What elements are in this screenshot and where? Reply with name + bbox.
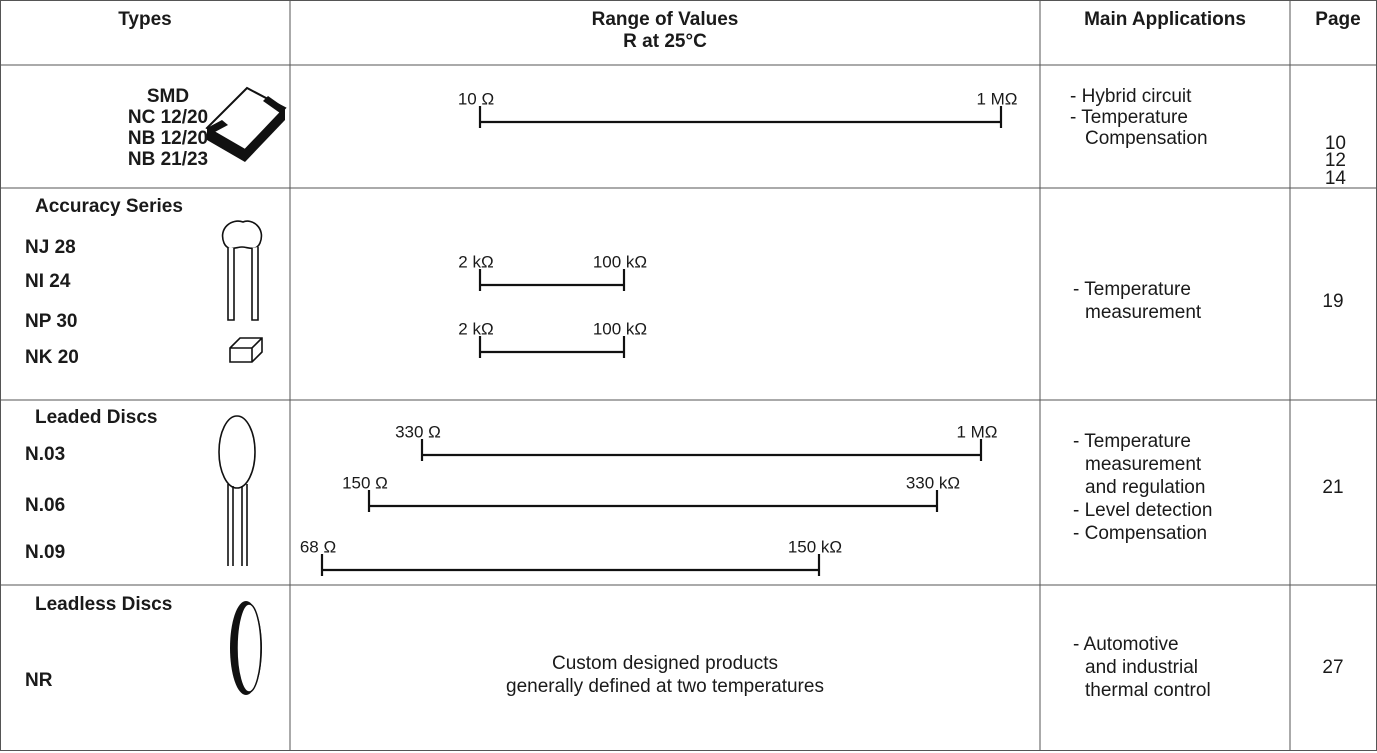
application: measurement — [1085, 302, 1202, 323]
type-name: NI 24 — [25, 271, 71, 292]
application: Compensation — [1085, 128, 1208, 149]
note: generally defined at two temperatures — [506, 676, 824, 697]
application: and industrial — [1085, 657, 1198, 678]
range-min: 10 Ω — [458, 89, 494, 108]
page-number: 12 — [1325, 150, 1346, 171]
application: and regulation — [1085, 477, 1205, 498]
type-name: N.09 — [25, 542, 65, 563]
application: thermal control — [1085, 680, 1211, 701]
application: - Temperature — [1070, 107, 1188, 128]
range-max: 330 kΩ — [906, 473, 960, 492]
leadless-disc-icon — [230, 601, 262, 695]
range-max: 150 kΩ — [788, 537, 842, 556]
type-name: NC 12/20 — [128, 107, 208, 128]
application: - Temperature — [1073, 431, 1191, 452]
range-bars: 10 Ω 1 MΩ 2 kΩ 100 kΩ 2 kΩ 100 kΩ 330 Ω 1 MΩ 150… — [300, 89, 1018, 576]
type-name: N.06 — [25, 495, 65, 516]
range-max: 100 kΩ — [593, 252, 647, 271]
type-name: NR — [25, 670, 53, 691]
type-name: SMD — [147, 86, 189, 107]
range-min: 68 Ω — [300, 537, 336, 556]
page-number: 21 — [1322, 477, 1343, 498]
application: - Automotive — [1073, 634, 1179, 655]
header-cell: Page — [1315, 9, 1360, 30]
range-max: 1 MΩ — [976, 89, 1017, 108]
application: - Temperature — [1073, 279, 1191, 300]
type-name: NJ 28 — [25, 237, 76, 258]
header-cell: Types — [118, 9, 172, 30]
disc-icon — [218, 415, 256, 566]
smd-icon — [205, 86, 287, 162]
range-min: 330 Ω — [395, 422, 441, 441]
page-number: 27 — [1322, 657, 1343, 678]
range-min: 2 kΩ — [458, 252, 493, 271]
group-name: Leadless Discs — [35, 594, 172, 615]
page-number: 19 — [1322, 291, 1343, 312]
range-max: 1 MΩ — [956, 422, 997, 441]
range-max: 100 kΩ — [593, 319, 647, 338]
application: - Level detection — [1073, 500, 1212, 521]
chip-icon — [221, 220, 263, 363]
range-min: 150 Ω — [342, 473, 388, 492]
group-name: Accuracy Series — [35, 196, 183, 217]
range-min: 2 kΩ — [458, 319, 493, 338]
note: Custom designed products — [552, 653, 778, 674]
application: - Compensation — [1073, 523, 1207, 544]
application: - Hybrid circuit — [1070, 86, 1192, 107]
header-cell: Range of Values — [592, 9, 739, 30]
type-name: N.03 — [25, 444, 65, 465]
type-name: NP 30 — [25, 311, 77, 332]
page-number: 10 — [1325, 133, 1346, 154]
page-number: 14 — [1325, 168, 1347, 189]
type-name: NB 12/20 — [128, 128, 208, 149]
application: measurement — [1085, 454, 1202, 475]
type-name: NB 21/23 — [128, 149, 208, 170]
header-cell: R at 25°C — [623, 31, 707, 52]
type-name: NK 20 — [25, 347, 79, 368]
header-cell: Main Applications — [1084, 9, 1246, 30]
group-name: Leaded Discs — [35, 407, 158, 428]
